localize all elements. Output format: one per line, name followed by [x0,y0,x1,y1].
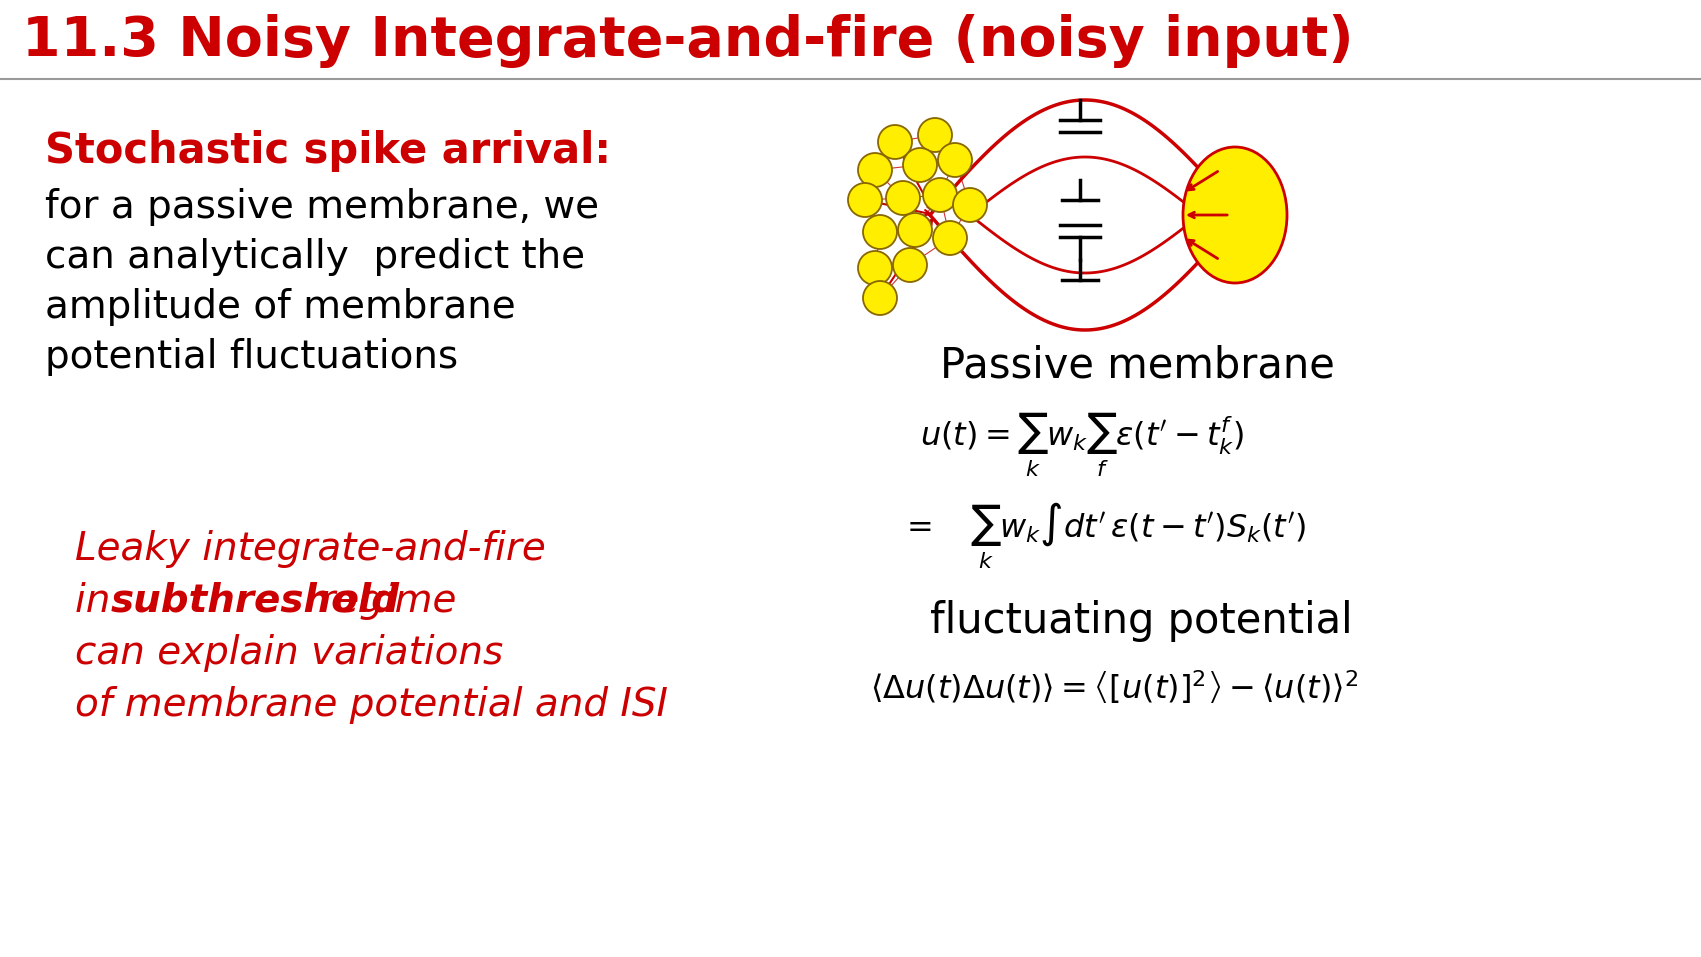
Circle shape [934,221,966,255]
Circle shape [953,188,987,222]
Circle shape [937,143,971,177]
Text: Stochastic spike arrival:: Stochastic spike arrival: [44,130,611,172]
Circle shape [886,181,920,215]
Circle shape [862,215,896,249]
Text: of membrane potential and ISI: of membrane potential and ISI [75,686,668,724]
Circle shape [878,125,912,159]
Text: subthreshold: subthreshold [111,582,400,620]
Circle shape [919,118,953,152]
Text: for a passive membrane, we: for a passive membrane, we [44,188,599,226]
Circle shape [893,248,927,282]
Text: can analytically  predict the: can analytically predict the [44,238,585,276]
Circle shape [849,183,883,217]
Text: Passive membrane: Passive membrane [941,345,1335,387]
Text: $u(t) = \sum_k w_k \sum_f \varepsilon(t' - t_k^f)$: $u(t) = \sum_k w_k \sum_f \varepsilon(t'… [920,410,1243,478]
Text: Leaky integrate-and-fire: Leaky integrate-and-fire [75,530,546,568]
Text: $\langle \Delta u(t)\Delta u(t)\rangle = \left\langle [u(t)]^2 \right\rangle - \: $\langle \Delta u(t)\Delta u(t)\rangle =… [869,668,1359,705]
Circle shape [924,178,958,212]
Circle shape [857,251,891,285]
Text: amplitude of membrane: amplitude of membrane [44,288,515,326]
Circle shape [862,281,896,315]
Bar [0,0,1701,78]
Text: 11.3 Noisy Integrate-and-fire (noisy input): 11.3 Noisy Integrate-and-fire (noisy inp… [22,14,1354,68]
Ellipse shape [1182,147,1288,283]
Text: in: in [75,582,122,620]
Text: fluctuating potential: fluctuating potential [930,600,1352,642]
Text: $= \quad \sum_k w_k \int dt'\, \varepsilon(t - t') S_k(t')$: $= \quad \sum_k w_k \int dt'\, \varepsil… [900,500,1306,570]
Text: potential fluctuations: potential fluctuations [44,338,458,376]
Text: regime: regime [306,582,456,620]
Circle shape [903,148,937,182]
Circle shape [857,153,891,187]
Circle shape [898,213,932,247]
Text: can explain variations: can explain variations [75,634,503,672]
